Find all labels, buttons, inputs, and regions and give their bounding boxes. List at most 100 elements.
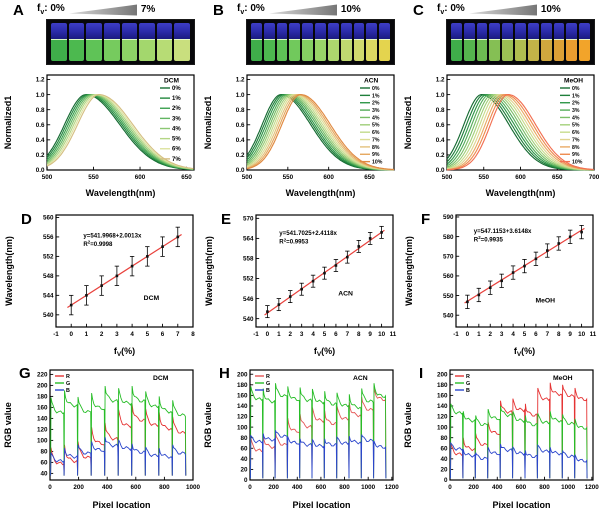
svg-text:0.6: 0.6 xyxy=(236,122,245,129)
spectrum-curve-8% xyxy=(246,94,395,171)
fit-equation: y=547.1153+3.6148x xyxy=(474,228,532,235)
cuvette xyxy=(489,23,501,61)
svg-text:200: 200 xyxy=(268,484,279,491)
panel-D: D -1 0 1 2 3 4 5 6 7 8 540 544 548 552 556 560 fV(%) Wave… xyxy=(0,205,200,362)
svg-text:1000: 1000 xyxy=(186,484,200,491)
svg-text:0: 0 xyxy=(444,477,448,484)
svg-text:160: 160 xyxy=(237,393,248,400)
panel-A: A fv: 0% 7% 500 550 600 650 0.0 0.2 0.4 0.6 0.8 1… xyxy=(0,0,200,205)
rgb-chart-acn: 0 200 400 600 800 1000 1200 0 20 40 60 80 100 120 140 1… xyxy=(203,369,399,510)
rgb-trace-B xyxy=(50,437,187,476)
solvent-label: MeOH xyxy=(553,375,573,382)
spectrum-curve-6% xyxy=(446,94,594,171)
svg-text:600: 600 xyxy=(316,484,327,491)
svg-text:200: 200 xyxy=(73,484,84,491)
svg-text:0.4: 0.4 xyxy=(436,137,445,144)
cuvette xyxy=(553,23,565,61)
fit-r-squared: R2=0.9935 xyxy=(474,235,504,243)
svg-text:5%: 5% xyxy=(572,123,580,129)
cuvette xyxy=(463,23,475,61)
svg-text:10%: 10% xyxy=(572,160,583,166)
fit-r-squared: R2=0.9998 xyxy=(83,240,113,248)
svg-text:180: 180 xyxy=(237,382,248,389)
cuvette-photo-acn xyxy=(246,19,395,65)
svg-text:558: 558 xyxy=(243,256,254,263)
svg-text:600: 600 xyxy=(323,174,334,181)
fv-header-C: fv: 0% 10% xyxy=(437,3,561,16)
svg-text:800: 800 xyxy=(339,484,350,491)
svg-text:6: 6 xyxy=(161,331,165,338)
panel-letter-A: A xyxy=(13,2,24,19)
rgb-trace-B xyxy=(250,430,387,479)
svg-text:40: 40 xyxy=(40,471,48,478)
svg-text:3%: 3% xyxy=(372,108,380,114)
fv-start-label: fv: 0% xyxy=(237,3,265,16)
svg-text:9: 9 xyxy=(568,331,572,338)
rgb-trace-B xyxy=(450,441,588,479)
cuvette xyxy=(327,23,339,61)
svg-text:0: 0 xyxy=(48,484,52,491)
svg-text:5: 5 xyxy=(523,331,527,338)
svg-text:600: 600 xyxy=(135,174,146,181)
svg-text:9: 9 xyxy=(368,331,372,338)
cuvette xyxy=(566,23,578,61)
svg-text:556: 556 xyxy=(43,234,54,241)
svg-text:400: 400 xyxy=(492,484,503,491)
panel-letter-F: F xyxy=(421,211,431,228)
svg-text:6%: 6% xyxy=(572,130,580,136)
cuvette xyxy=(156,23,173,61)
svg-text:200: 200 xyxy=(437,371,448,378)
svg-text:3: 3 xyxy=(300,331,304,338)
svg-text:40: 40 xyxy=(240,456,248,463)
svg-text:1%: 1% xyxy=(572,93,580,99)
svg-text:1: 1 xyxy=(277,331,281,338)
svg-text:60: 60 xyxy=(440,445,448,452)
svg-text:80: 80 xyxy=(440,435,448,442)
rgb-trace-R xyxy=(450,382,588,479)
svg-text:8%: 8% xyxy=(372,145,380,151)
spectrum-curve-5% xyxy=(46,94,194,170)
svg-text:540: 540 xyxy=(243,316,254,323)
spectra-chart-acn: 500 550 600 650 0.0 0.2 0.4 0.6 0.8 1.0 1.2 Wavelen… xyxy=(203,74,395,198)
svg-text:0.8: 0.8 xyxy=(236,107,245,114)
axes xyxy=(455,214,594,328)
panel-letter-B: B xyxy=(213,2,224,19)
svg-text:540: 540 xyxy=(443,312,454,319)
svg-text:160: 160 xyxy=(37,405,48,412)
svg-text:650: 650 xyxy=(181,174,192,181)
solvent-label: ACN xyxy=(353,375,368,382)
svg-text:fV(%): fV(%) xyxy=(314,346,335,358)
svg-text:4: 4 xyxy=(311,331,315,338)
svg-text:RGB value: RGB value xyxy=(3,402,13,448)
svg-text:400: 400 xyxy=(292,484,303,491)
spectrum-curve-9% xyxy=(446,94,594,171)
svg-text:0.0: 0.0 xyxy=(436,167,445,174)
svg-text:Normalized1: Normalized1 xyxy=(3,96,13,150)
fit-equation: y=541.7025+2.4118x xyxy=(279,230,337,237)
svg-text:RGB value: RGB value xyxy=(203,402,213,448)
axes xyxy=(449,369,594,481)
cuvette xyxy=(502,23,514,61)
cuvette-photo-dcm xyxy=(46,19,195,65)
rgb-trace-R xyxy=(250,386,387,479)
svg-text:220: 220 xyxy=(37,372,48,379)
svg-text:0.2: 0.2 xyxy=(436,152,445,159)
axes xyxy=(55,214,194,328)
svg-text:540: 540 xyxy=(43,312,54,319)
axes xyxy=(249,369,394,481)
svg-text:5%: 5% xyxy=(172,137,181,143)
gradient-triangle-icon xyxy=(268,4,337,15)
cuvette xyxy=(353,23,365,61)
svg-text:1.0: 1.0 xyxy=(436,92,445,99)
svg-text:2%: 2% xyxy=(572,101,580,107)
svg-text:550: 550 xyxy=(443,293,454,300)
cuvette xyxy=(103,23,120,61)
cuvette-photo-meoh xyxy=(446,19,595,65)
svg-text:G: G xyxy=(266,381,270,387)
svg-text:B: B xyxy=(66,388,70,394)
cuvette xyxy=(139,23,155,61)
spectrum-curve-8% xyxy=(446,94,594,171)
fv-start-label: fv: 0% xyxy=(37,3,65,16)
svg-text:10%: 10% xyxy=(372,160,383,166)
